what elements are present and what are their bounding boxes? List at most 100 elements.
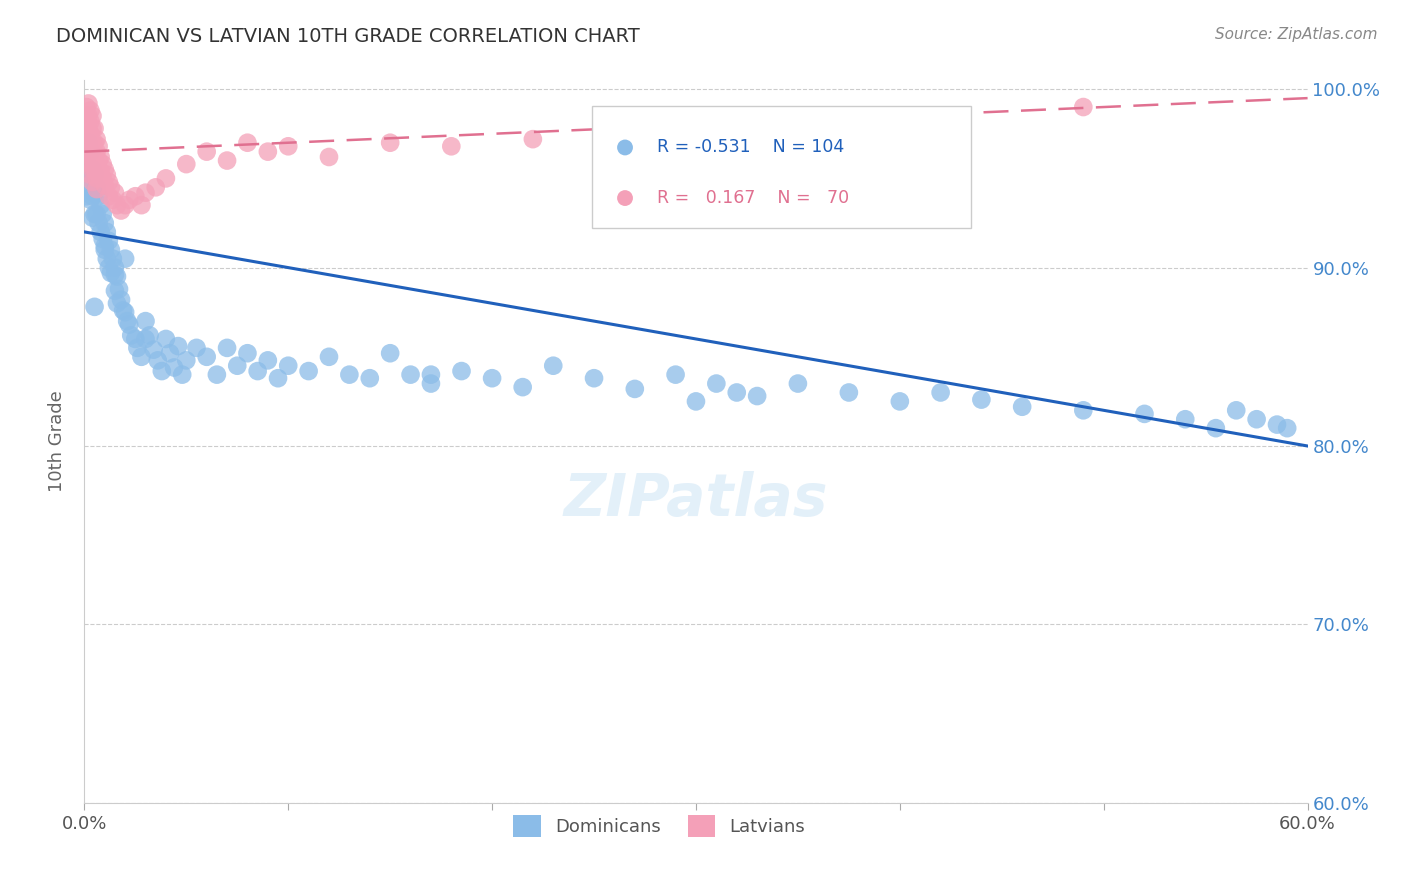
Point	[93, 216, 115, 230]
Point	[96, 252, 118, 266]
Point	[889, 394, 911, 409]
Point	[186, 341, 208, 355]
Point	[100, 180, 122, 194]
Point	[104, 268, 127, 282]
Point	[110, 203, 132, 218]
Point	[110, 293, 132, 307]
Point	[77, 121, 100, 136]
Point	[174, 353, 197, 368]
Point	[150, 364, 173, 378]
Point	[75, 109, 97, 123]
Point	[77, 153, 100, 168]
Point	[82, 211, 104, 225]
Point	[787, 376, 810, 391]
Point	[83, 162, 105, 177]
Point	[75, 153, 97, 168]
Point	[118, 193, 141, 207]
Point	[101, 252, 124, 266]
Point	[624, 382, 647, 396]
Point	[747, 389, 769, 403]
Point	[83, 207, 105, 221]
Point	[725, 385, 748, 400]
Point	[86, 180, 108, 194]
Point	[97, 189, 120, 203]
Point	[277, 139, 299, 153]
Point	[79, 193, 101, 207]
Point	[138, 328, 160, 343]
Point	[155, 332, 177, 346]
Point	[163, 360, 186, 375]
Point	[450, 364, 472, 378]
Point	[91, 207, 114, 221]
Point	[91, 171, 114, 186]
Point	[1174, 412, 1197, 426]
Point	[1265, 417, 1288, 432]
Point	[83, 168, 105, 182]
Point	[481, 371, 503, 385]
Text: Source: ZipAtlas.com: Source: ZipAtlas.com	[1215, 27, 1378, 42]
Point	[86, 132, 108, 146]
Point	[226, 359, 249, 373]
Point	[86, 171, 108, 186]
Point	[87, 139, 110, 153]
Point	[120, 328, 142, 343]
Point	[108, 282, 131, 296]
Point	[82, 162, 104, 177]
Point	[77, 136, 100, 150]
Point	[104, 260, 127, 275]
Point	[91, 232, 114, 246]
Point	[79, 139, 101, 153]
Point	[93, 239, 115, 253]
Point	[75, 127, 97, 141]
Point	[318, 350, 340, 364]
Point	[86, 145, 108, 159]
Point	[97, 175, 120, 189]
Point	[159, 346, 181, 360]
Point	[93, 243, 115, 257]
Point	[79, 171, 101, 186]
Point	[380, 346, 402, 360]
Point	[131, 350, 153, 364]
Point	[929, 385, 952, 400]
Point	[172, 368, 194, 382]
Point	[96, 225, 118, 239]
Point	[257, 353, 280, 368]
Text: ZIPatlas: ZIPatlas	[564, 471, 828, 528]
Point	[298, 364, 321, 378]
Text: DOMINICAN VS LATVIAN 10TH GRADE CORRELATION CHART: DOMINICAN VS LATVIAN 10TH GRADE CORRELAT…	[56, 27, 640, 45]
Point	[1205, 421, 1227, 435]
Point	[97, 234, 120, 248]
FancyBboxPatch shape	[592, 105, 972, 228]
Point	[75, 118, 97, 132]
Point	[83, 121, 105, 136]
Point	[543, 359, 565, 373]
Point	[83, 186, 105, 200]
Point	[118, 318, 141, 332]
Point	[195, 350, 218, 364]
Point	[359, 371, 381, 385]
Point	[77, 145, 100, 159]
Point	[105, 269, 128, 284]
Point	[86, 182, 108, 196]
Point	[624, 127, 647, 141]
Point	[135, 332, 157, 346]
Point	[83, 148, 105, 162]
Point	[79, 127, 101, 141]
Point	[929, 118, 952, 132]
Point	[1073, 403, 1095, 417]
Point	[665, 368, 688, 382]
Point	[131, 198, 153, 212]
Point	[205, 368, 228, 382]
Point	[1133, 407, 1156, 421]
Point	[217, 153, 239, 168]
Point	[114, 305, 136, 319]
Point	[974, 248, 997, 262]
Point	[75, 100, 97, 114]
Point	[82, 121, 104, 136]
Point	[77, 136, 100, 150]
Point	[101, 193, 124, 207]
Point	[135, 186, 157, 200]
Point	[420, 368, 443, 382]
Point	[112, 303, 135, 318]
Point	[124, 189, 146, 203]
